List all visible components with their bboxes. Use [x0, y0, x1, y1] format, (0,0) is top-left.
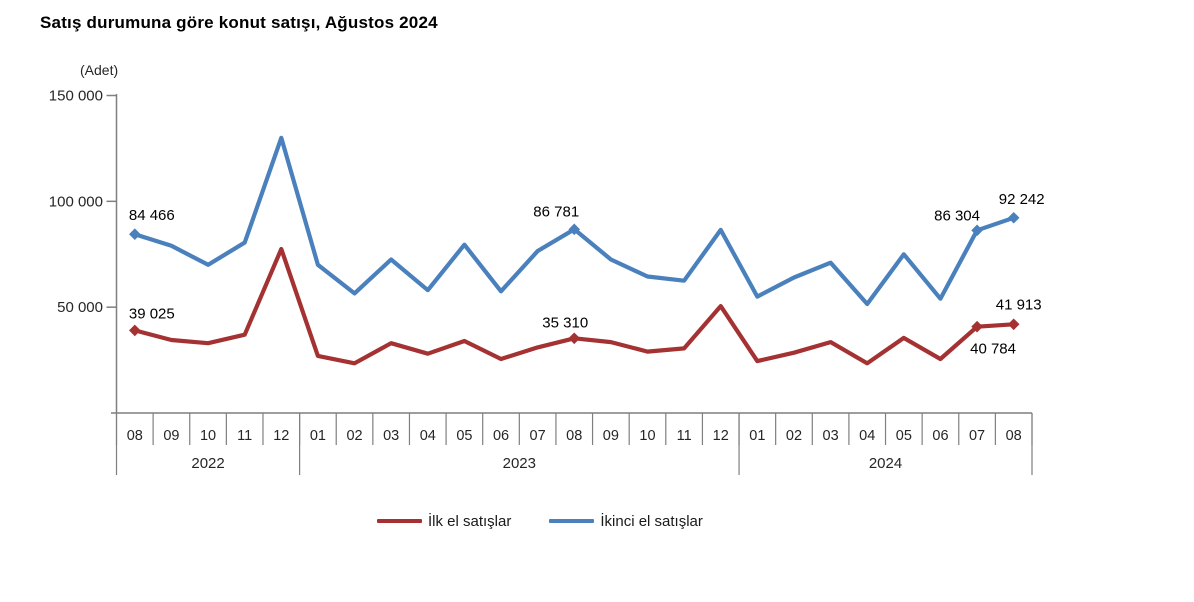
x-month-label: 08	[127, 428, 143, 444]
legend-label-ikinci-el: İkinci el satışlar	[600, 512, 703, 530]
data-point-marker	[568, 223, 581, 236]
x-month-label: 10	[639, 428, 655, 444]
legend: İlk el satışlar İkinci el satışlar	[377, 511, 703, 531]
data-point-label: 86 781	[533, 203, 579, 220]
x-month-label: 09	[163, 428, 179, 444]
data-point-marker	[971, 224, 983, 237]
y-axis-tick-label: 100 000	[49, 193, 103, 210]
x-month-label: 06	[932, 428, 948, 444]
data-point-label: 92 242	[999, 191, 1045, 208]
x-year-label: 2024	[869, 455, 902, 472]
x-month-label: 01	[749, 428, 765, 444]
y-axis-unit-label: (Adet)	[80, 62, 119, 78]
data-point-marker	[1007, 211, 1020, 224]
x-month-label: 03	[823, 428, 839, 444]
legend-swatch-ilk-el	[377, 519, 422, 523]
x-month-label: 12	[273, 428, 289, 444]
x-month-label: 06	[493, 428, 509, 444]
data-point-label: 86 304	[934, 207, 980, 224]
x-month-label: 05	[896, 428, 912, 444]
x-month-label: 08	[1006, 428, 1022, 444]
x-month-label: 08	[566, 428, 582, 444]
x-month-label: 07	[969, 428, 985, 444]
x-year-label: 2023	[503, 455, 536, 472]
data-point-marker	[1007, 318, 1020, 331]
data-point-label: 41 913	[996, 296, 1042, 313]
x-year-label: 2022	[191, 455, 224, 472]
x-month-label: 01	[310, 428, 326, 444]
data-point-label: 35 310	[542, 314, 588, 331]
data-point-label: 39 025	[129, 305, 175, 322]
x-month-label: 11	[237, 428, 252, 444]
x-month-label: 02	[786, 428, 802, 444]
data-point-label: 40 784	[970, 341, 1016, 358]
x-month-label: 04	[420, 428, 436, 444]
legend-label-ilk-el: İlk el satışlar	[428, 512, 512, 530]
x-month-label: 04	[859, 428, 875, 444]
series-line-ilk-el	[132, 246, 1016, 366]
chart-title: Satış durumuna göre konut satışı, Ağusto…	[40, 13, 438, 32]
x-month-label: 11	[677, 428, 692, 444]
data-point-marker	[971, 320, 983, 333]
x-month-label: 05	[456, 428, 472, 444]
data-point-label: 84 466	[129, 207, 175, 224]
x-month-label: 03	[383, 428, 399, 444]
y-axis-tick-label: 150 000	[49, 88, 103, 105]
x-month-label: 07	[530, 428, 546, 444]
data-point-marker	[129, 324, 141, 337]
x-month-label: 12	[713, 428, 729, 444]
legend-swatch-ikinci-el	[549, 519, 595, 523]
x-month-label: 10	[200, 428, 216, 444]
x-month-label: 09	[603, 428, 619, 444]
data-point-marker	[129, 228, 141, 241]
data-point-marker	[568, 332, 581, 345]
y-axis-tick-label: 50 000	[57, 299, 103, 316]
x-month-label: 02	[346, 428, 362, 444]
